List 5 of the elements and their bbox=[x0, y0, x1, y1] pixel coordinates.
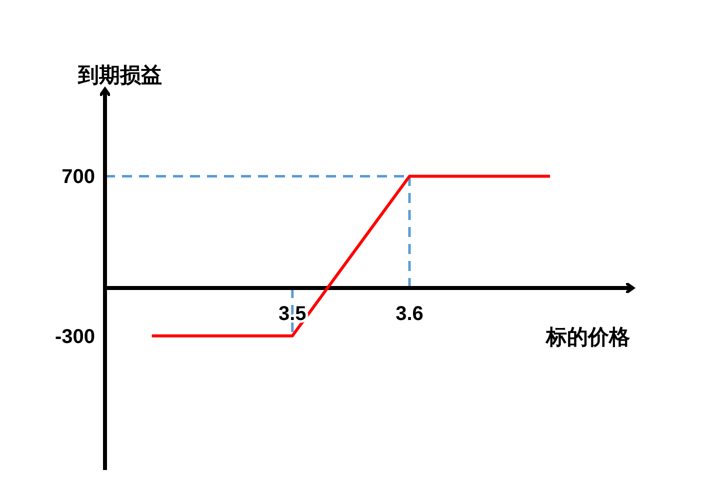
y-tick-label: -300 bbox=[54, 326, 95, 348]
y-tick-label: 700 bbox=[62, 166, 95, 188]
y-axis-title: 到期损益 bbox=[77, 64, 162, 87]
x-tick-label: 3.6 bbox=[396, 302, 424, 325]
x-axis-title: 标的价格 bbox=[545, 326, 631, 349]
